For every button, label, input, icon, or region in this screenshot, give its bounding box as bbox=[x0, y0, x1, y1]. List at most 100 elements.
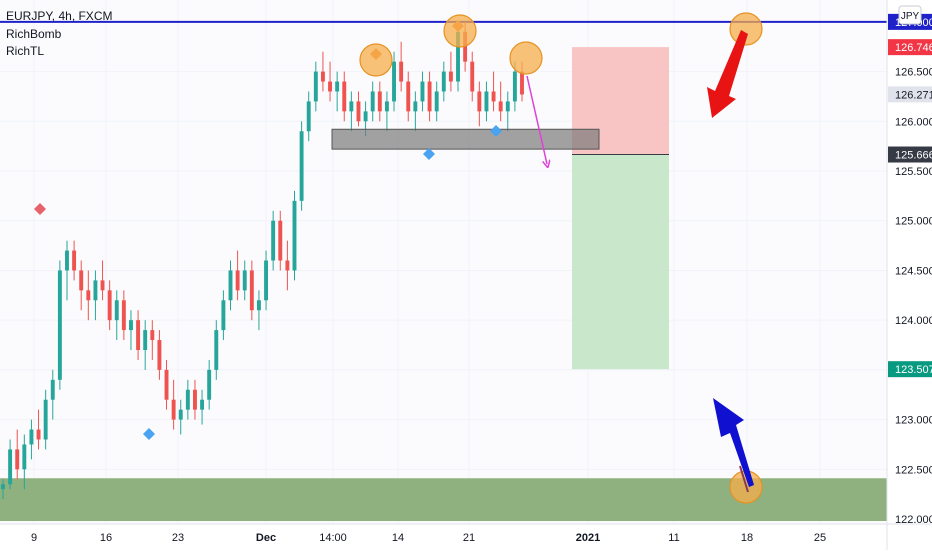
price-tag[interactable] bbox=[888, 361, 932, 378]
candle-body bbox=[86, 290, 91, 301]
candle-body bbox=[107, 290, 112, 321]
candle-body bbox=[441, 71, 446, 92]
y-tick-label: 122.500 bbox=[895, 464, 932, 476]
x-tick-label: 11 bbox=[668, 532, 679, 544]
highlight-circle[interactable] bbox=[359, 43, 393, 77]
blue-arrow-icon[interactable] bbox=[713, 398, 754, 487]
x-tick-label: Dec bbox=[256, 532, 276, 544]
candle-body bbox=[484, 91, 489, 112]
candle-body bbox=[249, 270, 254, 311]
candle-body bbox=[335, 81, 340, 92]
x-tick-label: 21 bbox=[463, 532, 475, 544]
time-axis[interactable] bbox=[0, 524, 887, 550]
candle-body bbox=[221, 300, 226, 331]
candle-body bbox=[477, 91, 482, 112]
candle-body bbox=[185, 389, 190, 410]
y-tick-label: 125.000 bbox=[895, 216, 932, 228]
candle-body bbox=[29, 429, 34, 445]
candle-body bbox=[392, 61, 396, 102]
candle-body bbox=[136, 320, 141, 350]
y-tick-label: 126.000 bbox=[895, 116, 932, 128]
candle-body bbox=[448, 71, 453, 82]
candle-body bbox=[313, 71, 318, 102]
bottom-marker-icon bbox=[143, 428, 155, 440]
candle-body bbox=[214, 330, 219, 370]
candle-body bbox=[150, 330, 155, 341]
arrow-shaft-icon bbox=[739, 465, 749, 493]
candle-body bbox=[413, 101, 418, 112]
candle-body bbox=[434, 91, 439, 112]
candle-body bbox=[399, 61, 404, 82]
price-tag-label: 123.507 bbox=[895, 364, 932, 376]
y-tick-label: 124.000 bbox=[895, 315, 932, 327]
price-tag-label: 125.666 bbox=[895, 150, 932, 162]
candle-body bbox=[100, 280, 105, 291]
candle-body bbox=[79, 270, 84, 291]
highlight-circle[interactable] bbox=[509, 41, 543, 75]
candle-body bbox=[143, 330, 148, 350]
candle-body bbox=[264, 260, 269, 301]
candle-body bbox=[356, 101, 361, 122]
candle-body bbox=[306, 101, 311, 132]
highlight-circle[interactable] bbox=[443, 14, 477, 48]
bottom-marker-icon bbox=[423, 148, 435, 160]
annotations bbox=[34, 12, 763, 504]
price-tag-label: 126.271 bbox=[895, 89, 932, 101]
candle-body bbox=[22, 444, 27, 470]
price-tag[interactable] bbox=[888, 86, 932, 103]
candle-body bbox=[228, 270, 233, 301]
consolidation-zone[interactable] bbox=[331, 128, 600, 150]
candle-body bbox=[193, 389, 197, 410]
candle-body bbox=[121, 300, 126, 331]
candle-body bbox=[207, 369, 212, 400]
candle-body bbox=[43, 399, 48, 440]
price-tag[interactable] bbox=[888, 39, 932, 56]
candle-body bbox=[256, 300, 261, 311]
candle-body bbox=[271, 220, 276, 261]
y-tick-labels: 127.000126.500126.000125.500125.000124.5… bbox=[895, 17, 932, 526]
bottom-marker-icon bbox=[490, 125, 502, 137]
candle-body bbox=[178, 409, 183, 420]
highlight-circle[interactable] bbox=[729, 12, 763, 46]
price-tag-label: 126.746 bbox=[895, 42, 932, 54]
candle-body bbox=[299, 131, 304, 201]
top-marker-icon bbox=[34, 203, 46, 215]
candle-body bbox=[36, 429, 41, 440]
x-tick-label: 18 bbox=[741, 532, 753, 544]
indicator-label-richbomb: RichBomb bbox=[6, 27, 62, 41]
candle-body bbox=[427, 81, 432, 112]
candle-body bbox=[520, 71, 524, 95]
candle-body bbox=[370, 91, 375, 112]
red-arrow-icon[interactable] bbox=[707, 30, 748, 118]
y-tick-label: 123.000 bbox=[895, 415, 932, 427]
currency-badge[interactable]: JPY bbox=[898, 5, 922, 25]
y-tick-label: 126.500 bbox=[895, 67, 932, 79]
x-tick-label: 25 bbox=[814, 532, 826, 544]
candle-body bbox=[129, 320, 133, 331]
candle-body bbox=[278, 220, 283, 261]
candle-body bbox=[498, 101, 503, 112]
candle-body bbox=[93, 280, 98, 301]
chart-title: EURJPY, 4h, FXCM bbox=[6, 9, 113, 23]
candle-body bbox=[114, 300, 119, 321]
candle-body bbox=[320, 71, 325, 82]
candle-body bbox=[65, 250, 69, 271]
candle-body bbox=[8, 449, 13, 485]
candle-body bbox=[292, 200, 297, 271]
magenta-arrow-icon[interactable] bbox=[526, 75, 547, 164]
candle-body bbox=[377, 91, 382, 112]
y-tick-label: 125.500 bbox=[895, 166, 932, 178]
y-tick-label: 122.000 bbox=[895, 514, 932, 526]
candle-body bbox=[384, 101, 389, 112]
take-profit-box[interactable] bbox=[572, 154, 669, 370]
candle-body bbox=[456, 31, 460, 82]
candle-body bbox=[491, 91, 496, 102]
candle-body bbox=[157, 340, 162, 370]
candle-body bbox=[235, 270, 240, 291]
x-tick-label: 16 bbox=[100, 532, 112, 544]
x-tick-label: 9 bbox=[31, 532, 37, 544]
price-tag[interactable] bbox=[888, 146, 932, 163]
y-tick-label: 124.500 bbox=[895, 265, 932, 277]
